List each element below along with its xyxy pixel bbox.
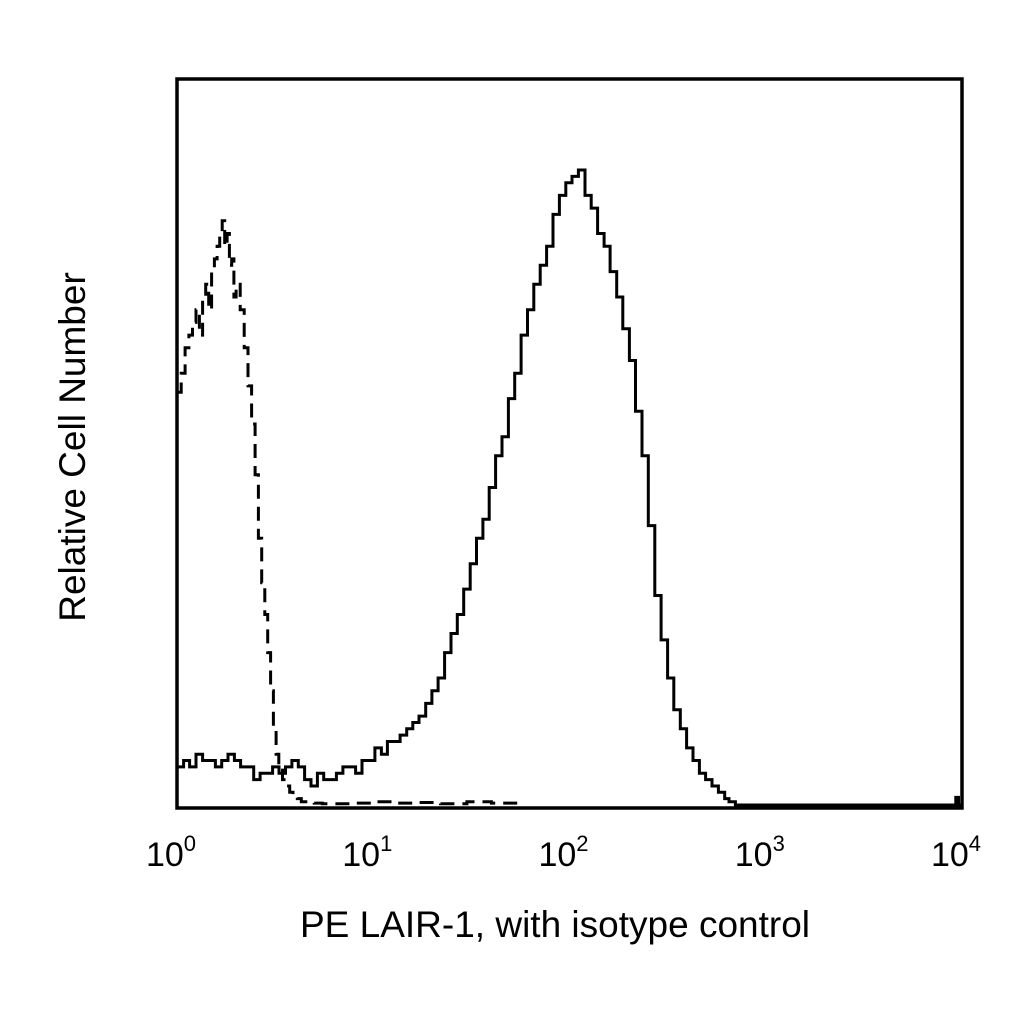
x-tick-base: 10 bbox=[538, 836, 576, 874]
lair1-histogram bbox=[177, 168, 962, 807]
x-tick-exponent: 0 bbox=[184, 831, 196, 856]
x-tick-label: 104 bbox=[931, 831, 981, 874]
x-tick-base: 10 bbox=[931, 836, 969, 874]
x-tick-exponent: 2 bbox=[576, 831, 588, 856]
x-tick-label: 100 bbox=[146, 831, 196, 874]
x-tick-labels: 100 101 102 103 104 bbox=[146, 831, 981, 874]
x-tick-exponent: 1 bbox=[380, 831, 392, 856]
x-tick-label: 103 bbox=[735, 831, 785, 874]
series-layer bbox=[177, 168, 962, 807]
x-tick-label: 102 bbox=[538, 831, 588, 874]
x-tick-exponent: 4 bbox=[969, 831, 981, 856]
x-tick-base: 10 bbox=[735, 836, 773, 874]
isotype-control-histogram bbox=[177, 219, 520, 806]
x-axis-title: PE LAIR-1, with isotype control bbox=[300, 904, 810, 945]
plot-frame bbox=[175, 77, 964, 810]
x-tick-label: 101 bbox=[342, 831, 392, 874]
x-tick-base: 10 bbox=[146, 836, 184, 874]
y-axis-title: Relative Cell Number bbox=[52, 272, 93, 622]
x-tick-base: 10 bbox=[342, 836, 380, 874]
x-tick-exponent: 3 bbox=[773, 831, 785, 856]
